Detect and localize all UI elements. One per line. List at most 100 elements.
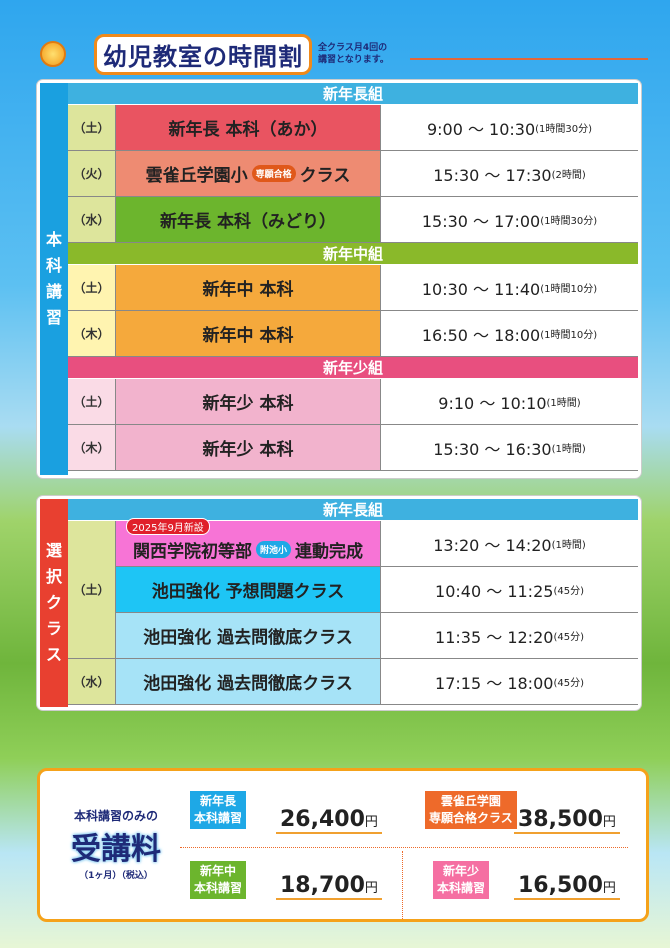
class-suffix: クラス (299, 166, 351, 186)
class-name: 関西学院初等部 (132, 542, 252, 562)
side-label-char: 本 (45, 230, 62, 249)
fee-label-line1: 新年長 (200, 794, 237, 808)
fee-note: （1ヶ月）（税込） (79, 871, 153, 881)
fee-amount: 26,400 (280, 807, 365, 832)
duration: (1時間30分) (535, 124, 593, 135)
class-name-cell: 新年長 本科（あか） (116, 105, 381, 150)
duration: (1時間10分) (540, 330, 598, 341)
class-name: 新年長 本科（みどり） (160, 212, 336, 232)
table-row: （火） 雲雀丘学園小 専願合格 クラス 15:30 ～ 17:30 (2時間) (68, 151, 638, 197)
class-name: 池田強化 過去問徹底クラス (143, 628, 353, 648)
class-name: 新年中 本科 (202, 280, 294, 300)
class-name-cell: 2025年9月新設 関西学院初等部 附池小 連動完成 (116, 518, 381, 566)
fee-label: 雲雀丘学園専願合格クラス (425, 791, 517, 829)
duration: (45分) (553, 586, 584, 597)
table-row: （土） 新年長 本科（あか） 9:00 ～ 10:30 (1時間30分) (68, 105, 638, 151)
table-row: （土） 新年少 本科 9:10 ～ 10:10 (1時間) (68, 379, 638, 425)
time-range: 9:10 ～ 10:10 (438, 393, 547, 413)
duration: (1時間) (546, 398, 581, 409)
duration: (45分) (553, 678, 584, 689)
time-range: 17:15 ～ 18:00 (435, 673, 554, 693)
new-tag: 2025年9月新設 (126, 518, 210, 535)
fee-price: 16,500円 (514, 873, 620, 900)
duration: (1時間30分) (540, 216, 598, 227)
fee-label-line1: 新年少 (443, 864, 480, 878)
duration: (1時間10分) (540, 284, 598, 295)
regular-schedule-table: 本科講習 新年長組 （土） 新年長 本科（あか） 9:00 ～ 10:30 (1時間30… (37, 80, 641, 478)
fee-label: 新年長 本科講習 (190, 791, 247, 829)
fee-amount: 38,500 (518, 807, 603, 832)
class-badge: 附池小 (255, 541, 291, 558)
day-cell: （水） (68, 659, 116, 704)
class-name: 新年少 本科 (202, 394, 294, 414)
title-note: 全クラス月4回の 講習となります。 (318, 43, 389, 65)
table-row: （水） 新年長 本科（みどり） 15:30 ～ 17:00 (1時間30分) (68, 197, 638, 243)
class-name: 新年長 本科（あか） (168, 120, 328, 140)
fee-label-line2: 本科講習 (194, 811, 243, 825)
time-cell: 15:30 ～ 16:30 (1時間) (381, 425, 638, 470)
fee-label-line1: 新年中 (200, 864, 237, 878)
time-cell: 10:40 ～ 11:25 (45分) (381, 567, 638, 612)
side-label-char: ク (45, 593, 62, 612)
duration: (45分) (553, 632, 584, 643)
class-name: 池田強化 過去問徹底クラス (143, 674, 353, 694)
day-cell: （土） (68, 379, 116, 424)
table-row: 池田強化 過去問徹底クラス 11:35 ～ 12:20 (45分) (68, 613, 638, 659)
duration: (1時間) (551, 444, 586, 455)
title-underline (410, 58, 648, 60)
class-name-cell: 池田強化 予想問題クラス (116, 567, 381, 612)
class-name-cell: 新年中 本科 (116, 265, 381, 310)
fee-unit: 円 (364, 815, 378, 830)
day-cell: （土） (68, 105, 116, 150)
side-label-char: 択 (45, 567, 62, 586)
time-range: 15:30 ～ 16:30 (433, 439, 552, 459)
fee-amount: 18,700 (280, 873, 365, 898)
time-range: 16:50 ～ 18:00 (421, 325, 541, 345)
day-cell: （木） (68, 311, 116, 356)
flower-icon (40, 41, 66, 67)
table-row: （土） 2025年9月新設 関西学院初等部 附池小 連動完成 13:20 ～ 14:20(… (68, 518, 638, 659)
day-cell: （土） (68, 265, 116, 310)
elective-schedule-table: 選択クラス 新年長組 （土） 2025年9月新設 関西学院初等部 附池小 連動完成 13:2… (37, 496, 641, 710)
fee-heading: 本科講習のみの (73, 809, 158, 823)
table-row: （土） 新年中 本科 10:30 ～ 11:40 (1時間10分) (68, 265, 638, 311)
time-cell: 10:30 ～ 11:40 (1時間10分) (381, 265, 638, 310)
fee-unit: 円 (602, 881, 616, 896)
fee-price: 26,400円 (276, 807, 382, 834)
fee-price: 18,700円 (276, 873, 382, 900)
side-label-char: 講 (45, 282, 62, 301)
class-name: 新年少 本科 (202, 440, 294, 460)
table-row: （木） 新年少 本科 15:30 ～ 16:30 (1時間) (68, 425, 638, 471)
table-row: （木） 新年中 本科 16:50 ～ 18:00 (1時間10分) (68, 311, 638, 357)
class-name-cell: 新年少 本科 (116, 379, 381, 424)
page-title: 幼児教室の時間割 (94, 33, 312, 75)
class-name-cell: 新年少 本科 (116, 425, 381, 470)
time-cell: 15:30 ～ 17:30 (2時間) (381, 151, 638, 196)
time-cell: 9:10 ～ 10:10 (1時間) (381, 379, 638, 424)
side-label-char: 選 (45, 541, 62, 560)
class-name-cell: 新年中 本科 (116, 311, 381, 356)
class-name: 新年中 本科 (202, 326, 294, 346)
time-cell: 9:00 ～ 10:30 (1時間30分) (381, 105, 638, 150)
class-name: 雲雀丘学園小 (145, 166, 248, 186)
time-range: 13:20 ～ 14:20 (433, 535, 552, 555)
group-header: 新年少組 (68, 357, 638, 379)
fee-panel: 本科講習のみの 受講料 （1ヶ月）（税込） 新年長 本科講習 26,400円 雲雀丘学… (37, 768, 649, 922)
time-range: 11:35 ～ 12:20 (435, 627, 554, 647)
time-cell: 11:35 ～ 12:20 (45分) (381, 613, 638, 658)
regular-side-label: 本科講習 (40, 83, 68, 475)
day-cell: （土） (68, 521, 116, 659)
class-badge: 専願合格 (251, 165, 296, 182)
time-range: 10:30 ～ 11:40 (421, 279, 541, 299)
table-row: （水） 池田強化 過去問徹底クラス 17:15 ～ 18:00 (45分) (68, 659, 638, 705)
class-name-cell: 池田強化 過去問徹底クラス (116, 659, 381, 704)
fee-label-line2: 専願合格クラス (429, 811, 513, 825)
fee-heading-block: 本科講習のみの 受講料 （1ヶ月）（税込） (46, 807, 186, 881)
side-label-char: ス (45, 645, 62, 664)
group-header: 新年長組 (68, 83, 638, 105)
fee-label-line1: 雲雀丘学園 (440, 794, 501, 808)
fee-label-line2: 本科講習 (437, 881, 486, 895)
side-label-char: 科 (45, 256, 62, 275)
class-name-cell: 池田強化 過去問徹底クラス (116, 613, 381, 658)
fee-price: 38,500円 (514, 807, 620, 834)
